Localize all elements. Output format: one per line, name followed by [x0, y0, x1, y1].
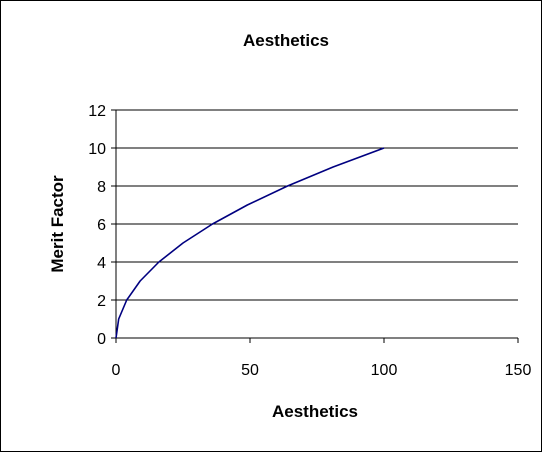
- x-tick-label: 100: [371, 362, 398, 379]
- x-axis-title: Aesthetics: [272, 402, 358, 421]
- y-tick-label: 4: [97, 255, 106, 272]
- x-tick-label: 0: [112, 362, 121, 379]
- series-line: [115, 147, 385, 339]
- x-tick-label: 50: [241, 362, 259, 379]
- y-ticks: 0 2 4 6 8 10 12: [88, 103, 116, 348]
- y-tick-label: 12: [88, 103, 106, 120]
- gridlines: [116, 109, 518, 301]
- chart-title: Aesthetics: [243, 31, 329, 50]
- x-ticks: 0 50 100 150: [112, 338, 532, 379]
- y-tick-label: 0: [97, 331, 106, 348]
- y-tick-label: 10: [88, 141, 106, 158]
- y-tick-label: 8: [97, 179, 106, 196]
- y-axis-title: Merit Factor: [48, 175, 67, 273]
- series-group: [115, 147, 385, 339]
- y-tick-label: 6: [97, 217, 106, 234]
- y-tick-label: 2: [97, 293, 106, 310]
- x-tick-label: 150: [505, 362, 532, 379]
